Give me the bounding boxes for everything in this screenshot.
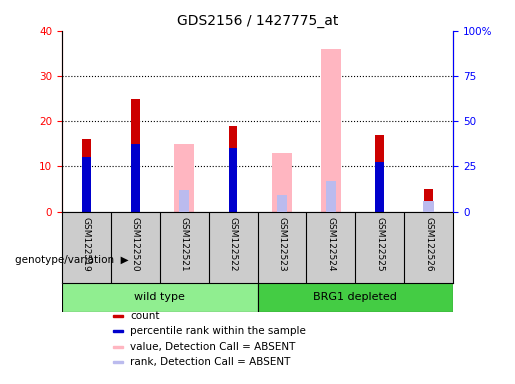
Bar — [82, 139, 91, 212]
Text: GSM122526: GSM122526 — [424, 217, 433, 272]
Text: genotype/variation  ▶: genotype/variation ▶ — [15, 255, 128, 265]
Text: GSM122519: GSM122519 — [82, 217, 91, 272]
Text: percentile rank within the sample: percentile rank within the sample — [130, 326, 306, 336]
Text: GSM122521: GSM122521 — [180, 217, 188, 272]
Bar — [82, 157, 91, 212]
Bar — [321, 49, 340, 212]
Title: GDS2156 / 1427775_at: GDS2156 / 1427775_at — [177, 14, 338, 28]
Bar — [179, 190, 190, 212]
Bar — [113, 361, 123, 363]
Text: BRG1 depleted: BRG1 depleted — [314, 292, 397, 302]
Bar — [229, 126, 237, 212]
Bar — [131, 144, 140, 212]
FancyBboxPatch shape — [258, 283, 453, 312]
Text: wild type: wild type — [134, 292, 185, 302]
FancyBboxPatch shape — [62, 283, 258, 312]
Bar — [277, 195, 287, 212]
Bar — [272, 153, 291, 212]
Bar — [424, 189, 433, 212]
Text: GSM122525: GSM122525 — [375, 217, 384, 272]
Text: rank, Detection Call = ABSENT: rank, Detection Call = ABSENT — [130, 357, 290, 367]
Bar — [229, 148, 237, 212]
Bar — [325, 181, 336, 212]
Text: GSM122522: GSM122522 — [229, 217, 237, 272]
Bar — [131, 99, 140, 212]
Bar — [423, 201, 434, 212]
Bar — [375, 162, 384, 212]
Bar — [174, 144, 194, 212]
Bar — [113, 315, 123, 317]
Bar — [113, 330, 123, 332]
Bar — [113, 346, 123, 348]
Text: GSM122523: GSM122523 — [278, 217, 286, 272]
Text: count: count — [130, 311, 160, 321]
Bar — [375, 135, 384, 212]
Text: GSM122524: GSM122524 — [327, 217, 335, 272]
Text: value, Detection Call = ABSENT: value, Detection Call = ABSENT — [130, 342, 296, 352]
Text: GSM122520: GSM122520 — [131, 217, 140, 272]
